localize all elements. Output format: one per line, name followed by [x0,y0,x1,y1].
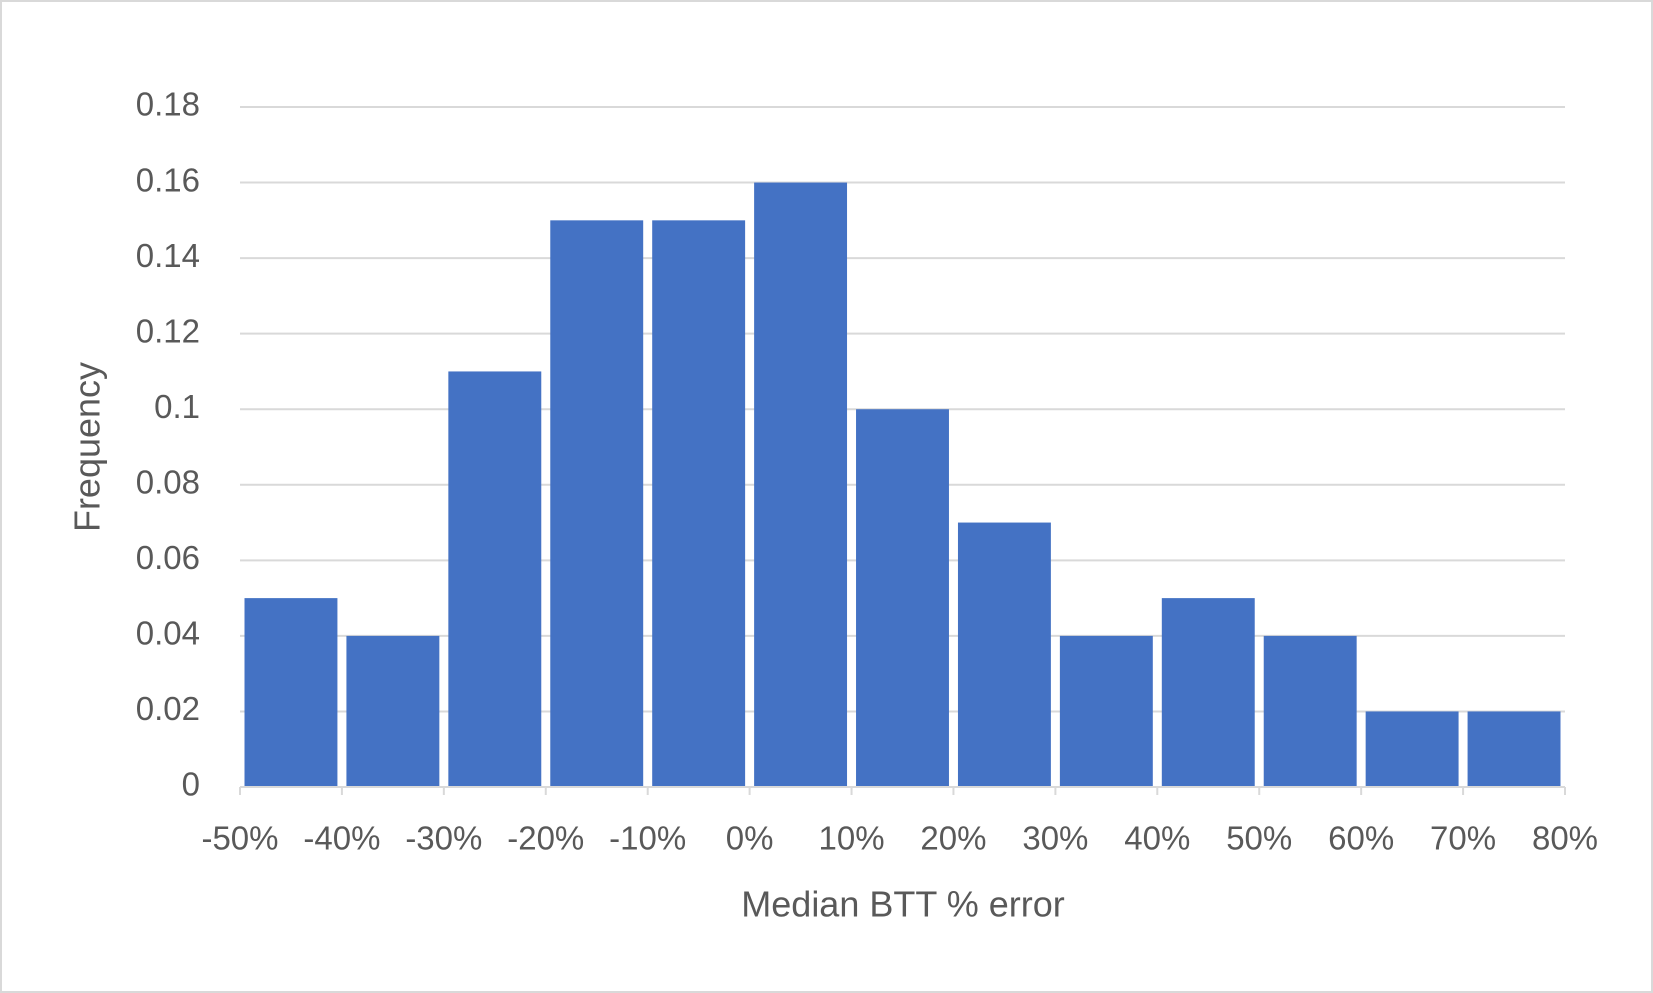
y-tick-label: 0.08 [136,463,200,500]
bar [244,598,338,787]
x-tick-label: -20% [507,820,584,857]
x-tick-label: 50% [1226,820,1292,857]
x-tick-label: 10% [819,820,885,857]
bar [652,220,746,788]
x-tick-label: -50% [201,820,278,857]
x-tick-label: 30% [1022,820,1088,857]
y-axis-label: Frequency [67,362,108,532]
y-tick-label: 0.06 [136,539,200,576]
bar [1161,598,1255,787]
x-tick-label: -10% [609,820,686,857]
x-tick-label: 60% [1328,820,1394,857]
x-tick-label: 70% [1430,820,1496,857]
x-tick-label: 20% [920,820,986,857]
y-tick-label: 0.04 [136,615,200,652]
bar [754,182,848,788]
x-tick-label: -30% [405,820,482,857]
y-tick-label: 0.02 [136,690,200,727]
x-tick-label: 80% [1532,820,1598,857]
y-tick-label: 0.12 [136,312,200,349]
bar [1467,711,1561,787]
y-tick-label: 0.18 [136,86,200,123]
bar [448,371,542,787]
bar [1365,711,1459,787]
bar [957,522,1051,787]
bar [1059,635,1153,787]
x-axis-label: Median BTT % error [741,884,1064,925]
bar [346,635,440,787]
y-tick-label: 0.14 [136,237,200,274]
y-tick-label: 0 [182,766,200,803]
bar [856,409,949,787]
bar [1263,635,1357,787]
y-tick-label: 0.1 [154,388,200,425]
bar [550,220,644,788]
x-tick-label: -40% [303,820,380,857]
y-tick-label: 0.16 [136,161,200,198]
x-tick-label: 40% [1124,820,1190,857]
x-tick-label: 0% [726,820,774,857]
